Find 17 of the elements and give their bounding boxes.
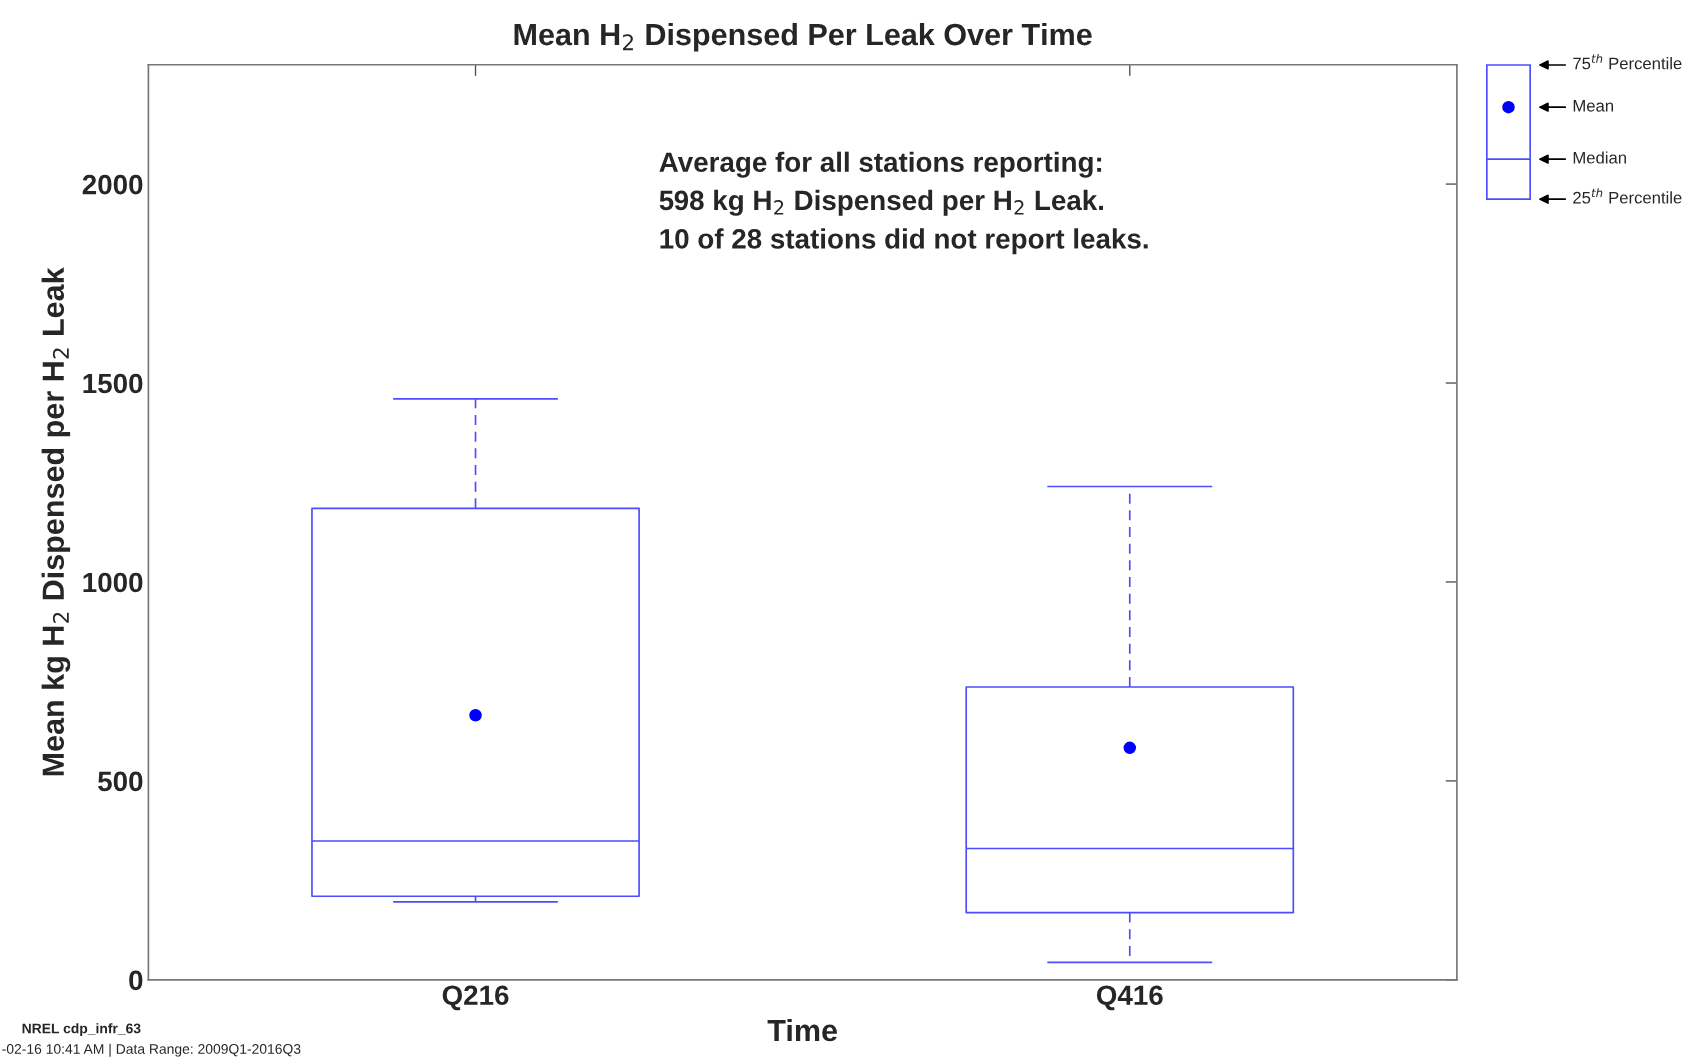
- text: Mean: [1573, 100, 1613, 112]
- text: 75$^{th}$ Percentile: [1573, 53, 1682, 70]
- annotation: Average for all stations reporting: 598 kg H$_{2}$ Dispensed per H$_{2}$ Leak. 10 of 28 stations did not report leaks.: [659, 151, 1148, 255]
- x-tick-label: Q216: [442, 985, 509, 1011]
- text: 25$^{th}$ Percentile: [1573, 188, 1682, 204]
- text: -02-16 10:41 AM | Data Range: 2009Q1-2016Q3: [2, 1043, 301, 1057]
- chart-title: Mean H$_{2}$ Dispensed Per Leak Over Time: [514, 22, 1092, 52]
- x-axis-title: Time: [767, 1018, 837, 1042]
- text: Median: [1573, 151, 1626, 164]
- text: NREL cdp_infr_63: [22, 1023, 141, 1037]
- y-tick-label: 2000: [82, 174, 143, 195]
- y-tick-label: 500: [98, 771, 143, 792]
- y-tick-label: 1000: [83, 572, 143, 593]
- y-axis-title: Mean kg H$_{2}$ Dispensed per H$_{2}$ Leak: [41, 267, 71, 776]
- y-tick-label: 0: [129, 970, 143, 991]
- x-tick-label: Q416: [1096, 985, 1163, 1011]
- y-tick-label: 1500: [83, 373, 143, 394]
